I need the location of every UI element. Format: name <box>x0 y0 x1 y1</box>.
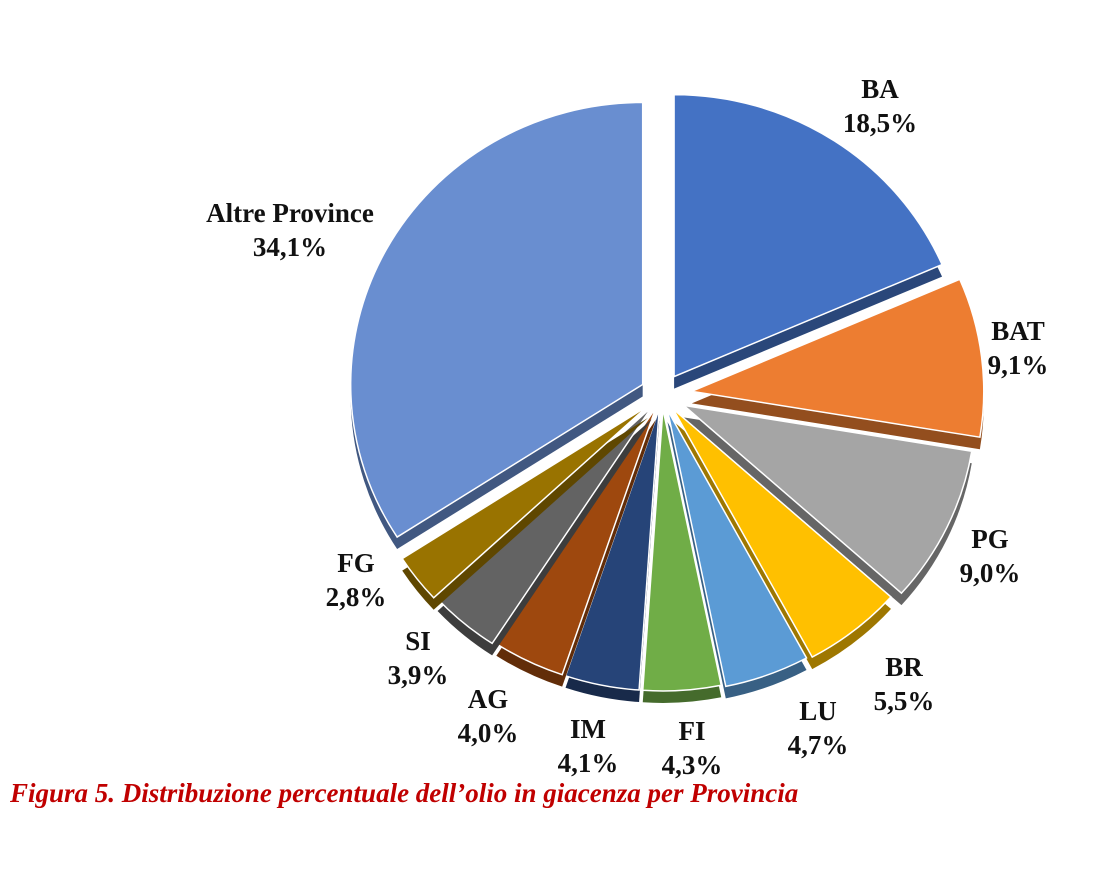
slice-value-label: 2,8% <box>326 582 387 612</box>
pie-slice-br <box>672 408 893 670</box>
slice-category-label: BA <box>861 74 899 104</box>
slice-value-label: 4,7% <box>788 730 849 760</box>
pie-labels: BA 18,5% BAT 9,1% PG 9,0% BR 5,5% LU 4,7% FI 4,3% IM… <box>206 74 1048 780</box>
slice-value-label: 3,9% <box>388 660 449 690</box>
pie-slice-top <box>666 409 808 688</box>
pie-slice-altre-province <box>349 101 644 550</box>
slice-category-label: BR <box>885 652 923 682</box>
figure-caption: Figura 5. Distribuzione percentuale dell… <box>10 778 799 808</box>
pie-slice-bat <box>689 278 985 450</box>
pie-slice-top <box>689 278 985 439</box>
slice-value-label: 9,1% <box>988 350 1049 380</box>
slice-category-label: AG <box>468 684 509 714</box>
slice-value-label: 34,1% <box>253 232 327 262</box>
slice-value-label: 4,1% <box>558 748 619 778</box>
slice-category-label: IM <box>570 714 606 744</box>
slice-value-label: 4,3% <box>662 750 723 780</box>
pie-slice-pg <box>681 404 973 606</box>
pie-slice-fg <box>401 405 649 610</box>
pie-slices <box>349 93 985 703</box>
pie-slice-top <box>672 408 893 659</box>
slice-category-label: SI <box>405 626 431 656</box>
pie-slice-top <box>681 404 973 595</box>
pie-slice-top <box>349 101 644 539</box>
pie-slice-top <box>641 408 723 692</box>
slice-category-label: Altre Province <box>206 198 374 228</box>
pie-slice-top <box>401 405 649 599</box>
slice-category-label: PG <box>971 524 1009 554</box>
pie-slice-lu <box>666 409 808 699</box>
pie-slice-fi <box>641 408 723 703</box>
slice-category-label: FG <box>337 548 375 578</box>
slice-value-label: 18,5% <box>843 108 917 138</box>
slice-category-label: BAT <box>991 316 1045 346</box>
slice-category-label: FI <box>679 716 706 746</box>
slice-category-label: LU <box>799 696 837 726</box>
pie-chart: BA 18,5% BAT 9,1% PG 9,0% BR 5,5% LU 4,7% FI 4,3% IM… <box>206 74 1048 780</box>
slice-value-label: 4,0% <box>458 718 519 748</box>
pie-slice-ba <box>673 93 944 389</box>
pie-slice-im <box>564 408 660 703</box>
slice-value-label: 9,0% <box>960 558 1021 588</box>
pie-slice-top <box>673 93 944 378</box>
slice-value-label: 5,5% <box>874 686 935 716</box>
